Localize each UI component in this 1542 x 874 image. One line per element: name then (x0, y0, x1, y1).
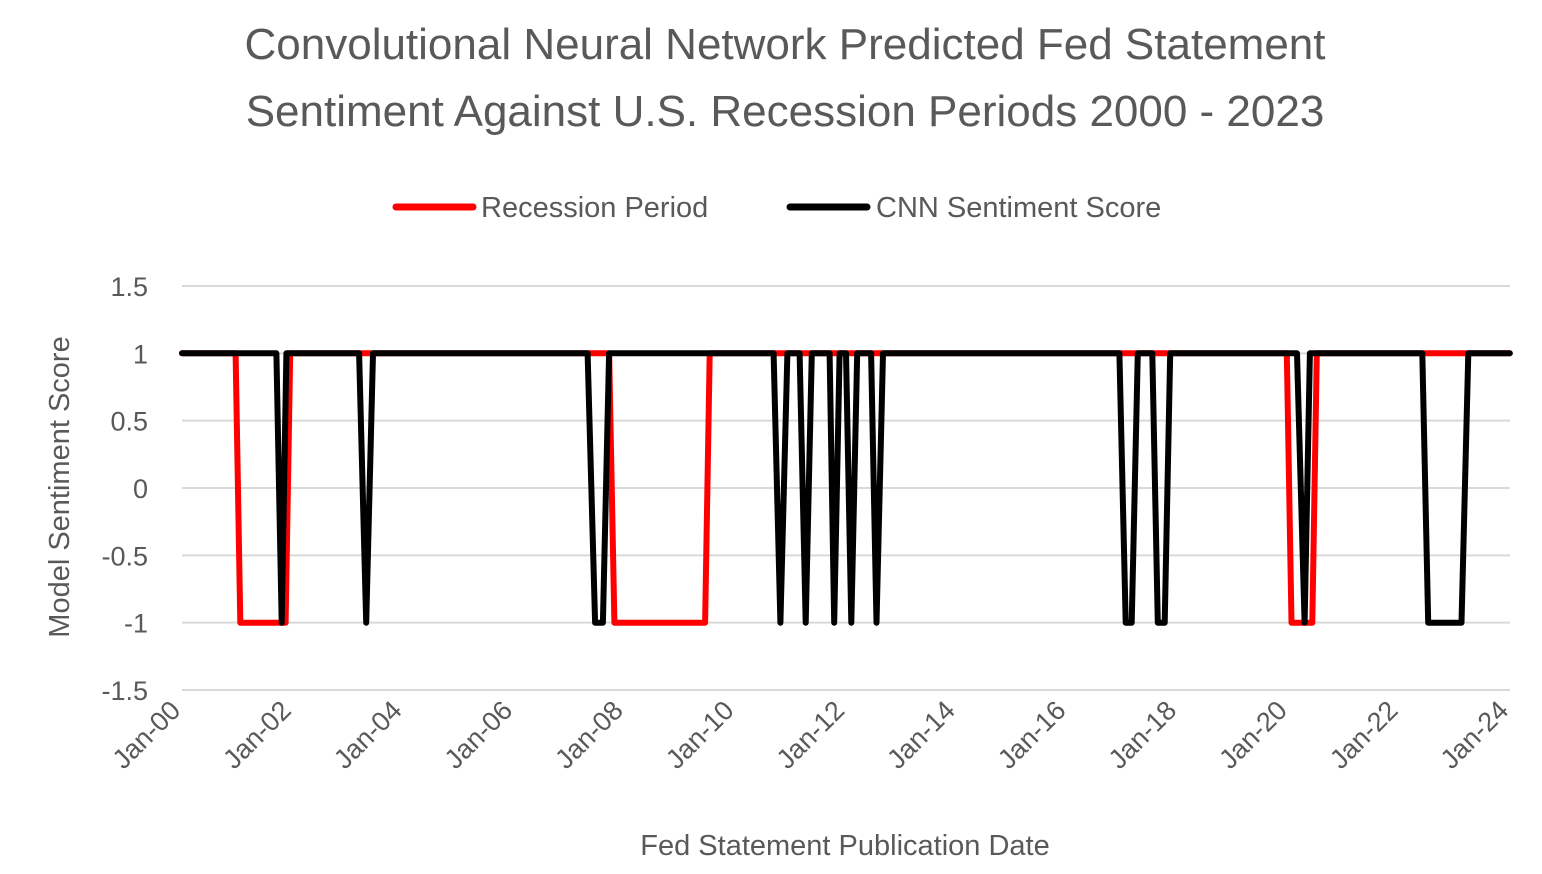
chart-title-line-2: Sentiment Against U.S. Recession Periods… (246, 87, 1325, 136)
x-tick-label: Jan-06 (439, 695, 519, 775)
y-tick-label: 0 (133, 474, 148, 504)
x-tick-label: Jan-18 (1103, 695, 1183, 775)
y-tick-label: 0.5 (110, 407, 148, 437)
x-axis-ticks: Jan-00 Jan-02 Jan-04 Jan-06 Jan-08 Jan-10 Jan-… (107, 695, 1515, 775)
x-tick-label: Jan-02 (217, 695, 297, 775)
x-axis-title: Fed Statement Publication Date (640, 830, 1049, 862)
x-tick-label: Jan-12 (771, 695, 851, 775)
series-line-recession-period (179, 350, 1513, 626)
y-axis-title: Model Sentiment Score (44, 336, 76, 637)
x-tick-label: Jan-10 (660, 695, 740, 775)
chart-title-line-1: Convolutional Neural Network Predicted F… (245, 20, 1326, 69)
x-tick-label: Jan-08 (549, 695, 629, 775)
y-tick-label: -0.5 (101, 541, 148, 571)
y-tick-label: 1.5 (110, 272, 148, 302)
x-tick-label: Jan-22 (1324, 695, 1404, 775)
x-tick-label: Jan-20 (1213, 695, 1293, 775)
y-tick-label: 1 (133, 339, 148, 369)
y-axis-ticks: 1.5 1 0.5 0 -0.5 -1 -1.5 (101, 272, 148, 706)
x-tick-label: Jan-00 (107, 695, 187, 775)
y-tick-label: -1 (124, 609, 148, 639)
legend-label-recession: Recession Period (481, 192, 708, 224)
legend-label-cnn: CNN Sentiment Score (876, 192, 1161, 224)
series-line-cnn-sentiment-score (179, 350, 1513, 626)
x-tick-label: Jan-16 (992, 695, 1072, 775)
x-tick-label: Jan-14 (881, 695, 961, 775)
x-tick-label: Jan-24 (1435, 695, 1515, 775)
series-layer (179, 350, 1513, 626)
y-tick-label: -1.5 (101, 676, 148, 706)
legend: Recession Period CNN Sentiment Score (392, 192, 1161, 224)
x-tick-label: Jan-04 (328, 695, 408, 775)
